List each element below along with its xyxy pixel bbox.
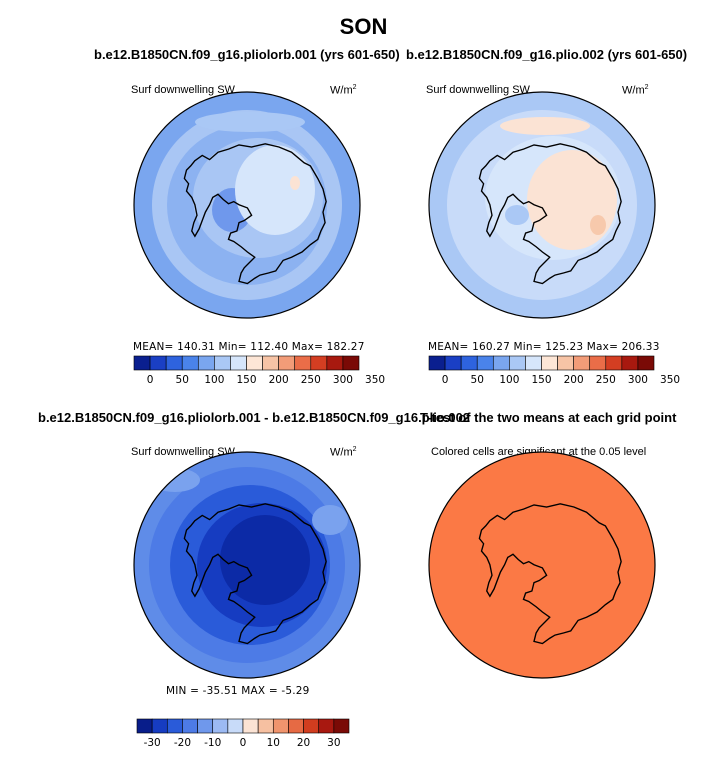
panel3-colorbar-swatch [242, 718, 259, 734]
panel1-colorbar-swatch [149, 355, 167, 371]
panel3-colorbar-swatch [303, 718, 320, 734]
panel2-colorbar: 0 50 100 150 200 250 300 350 [428, 355, 680, 386]
panel3-colorbar-swatch [136, 718, 153, 734]
panel2-colorbar-tick-label: 300 [628, 374, 648, 386]
panel3-title: b.e12.B1850CN.f09_g16.pliolorb.001 - b.e… [38, 410, 471, 425]
panel2-units: W/m2 [622, 84, 649, 97]
panel2-stats: MEAN= 160.27 Min= 125.23 Max= 206.33 [428, 341, 660, 353]
panel3-colorbar-swatch [166, 718, 183, 734]
panel3-colorbar-tick-label: 0 [240, 737, 247, 749]
panel3-map [133, 451, 361, 679]
panel3-colorbar-tick-label: 10 [267, 737, 280, 749]
panel2-colorbar-tick-label: 150 [531, 374, 551, 386]
panel2-title: b.e12.B1850CN.f09_g16.plio.002 (yrs 601-… [406, 47, 688, 62]
panel1-colorbar-swatch [246, 355, 263, 371]
panel1-colorbar-swatch [197, 355, 215, 371]
panel3-colorbar-tick-label: 30 [327, 737, 340, 749]
panel2-colorbar-tick-label: 250 [596, 374, 616, 386]
panel2-colorbar-swatch [621, 355, 639, 371]
panel2-colorbar-swatch [605, 355, 623, 371]
panel1-colorbar-swatch [230, 355, 247, 371]
panel3-colorbar-tick-label: -30 [144, 737, 161, 749]
panel2-colorbar-tick-label: 100 [499, 374, 519, 386]
panel2-colorbar-swatch [460, 355, 478, 371]
panel2-colorbar-swatch [557, 355, 574, 371]
panel1-colorbar-swatch [294, 355, 312, 371]
panel3-colorbar-swatch [288, 718, 304, 734]
panel1-colorbar-tick-label: 50 [176, 374, 189, 386]
panel3-units: W/m2 [330, 446, 357, 459]
panel3-colorbar-swatch [197, 718, 214, 734]
panel3-colorbar-tick-label: 20 [297, 737, 310, 749]
panel1-colorbar-tick-label: 100 [204, 374, 224, 386]
panel2-colorbar-tick-label: 350 [660, 374, 680, 386]
panel1-colorbar: 0 50 100 150 200 250 300 350 [133, 355, 385, 386]
panel1-colorbar-tick-label: 150 [236, 374, 256, 386]
panel3-variable: Surf downwelling SW [131, 446, 235, 458]
panel1-colorbar-swatch [310, 355, 328, 371]
panel3-colorbar-tick-label: -20 [174, 737, 191, 749]
panel1-colorbar-swatch [181, 355, 199, 371]
panel3-colorbar-swatch [257, 718, 274, 734]
panel4-map [428, 451, 656, 679]
panel1-colorbar-swatch [326, 355, 344, 371]
panel2-colorbar-tick-label: 0 [442, 374, 449, 386]
panel1-colorbar-tick-label: 250 [301, 374, 321, 386]
panel2-colorbar-swatch [444, 355, 462, 371]
panel1-map [133, 91, 361, 319]
panel3-colorbar-swatch [272, 718, 289, 734]
panel1-colorbar-tick-label: 350 [365, 374, 385, 386]
panel1-colorbar-swatch [262, 355, 279, 371]
figure-title: SON [339, 14, 388, 39]
panel1-colorbar-swatch [165, 355, 183, 371]
panel1-colorbar-tick-label: 200 [269, 374, 289, 386]
panel2-colorbar-swatch [492, 355, 510, 371]
panel1-title: b.e12.B1850CN.f09_g16.pliolorb.001 (yrs … [94, 47, 400, 62]
panel2-colorbar-swatch [573, 355, 591, 371]
panel3-colorbar-swatch [227, 718, 244, 734]
panel2-variable: Surf downwelling SW [426, 84, 530, 96]
panel1-colorbar-swatch [133, 355, 151, 371]
panel3-colorbar: -30 -20 -10 0 10 20 30 [136, 718, 350, 749]
panel2-colorbar-swatch [525, 355, 542, 371]
panel1-variable: Surf downwelling SW [131, 84, 235, 96]
panel2-colorbar-tick-label: 200 [564, 374, 584, 386]
panel1-colorbar-swatch [278, 355, 296, 371]
panel1-colorbar-tick-label: 300 [333, 374, 353, 386]
panel1-colorbar-swatch [214, 355, 231, 371]
panel2-colorbar-swatch [589, 355, 607, 371]
panel1-stats: MEAN= 140.31 Min= 112.40 Max= 182.27 [133, 341, 365, 353]
panel2-colorbar-swatch [637, 355, 655, 371]
panel2-colorbar-swatch [428, 355, 446, 371]
panel3-colorbar-swatch [182, 718, 198, 734]
panel3-colorbar-tick-label: -10 [204, 737, 221, 749]
panel3-colorbar-swatch [318, 718, 335, 734]
panel2-colorbar-swatch [476, 355, 494, 371]
panel1-colorbar-swatch [342, 355, 360, 371]
panel3-colorbar-swatch [333, 718, 350, 734]
panel2-colorbar-tick-label: 50 [471, 374, 484, 386]
panel2-colorbar-swatch [541, 355, 558, 371]
panel1-colorbar-tick-label: 0 [147, 374, 154, 386]
panel1-units: W/m2 [330, 84, 357, 97]
panel3-stats: MIN = -35.51 MAX = -5.29 [166, 685, 310, 697]
panel3-colorbar-swatch [151, 718, 168, 734]
panel2-map [428, 91, 656, 319]
panel4-title: T-test of the two means at each grid poi… [420, 410, 677, 425]
panel3-colorbar-swatch [212, 718, 229, 734]
panel2-colorbar-swatch [509, 355, 526, 371]
